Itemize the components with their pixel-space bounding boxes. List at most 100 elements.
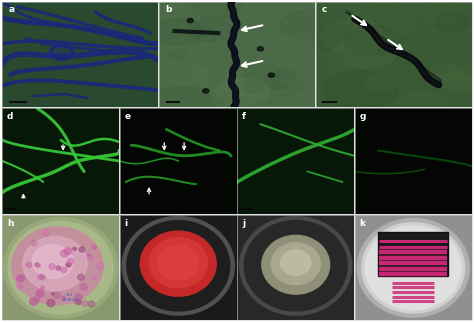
Circle shape bbox=[43, 230, 49, 236]
Circle shape bbox=[38, 274, 44, 279]
Circle shape bbox=[52, 46, 71, 58]
Circle shape bbox=[80, 284, 87, 290]
Ellipse shape bbox=[347, 3, 418, 39]
Ellipse shape bbox=[421, 2, 463, 23]
Ellipse shape bbox=[140, 231, 216, 296]
Ellipse shape bbox=[296, 30, 347, 56]
Ellipse shape bbox=[271, 243, 320, 285]
Ellipse shape bbox=[242, 64, 283, 84]
Text: SS1
26/4/04: SS1 26/4/04 bbox=[62, 293, 78, 302]
Ellipse shape bbox=[395, 92, 447, 118]
Ellipse shape bbox=[3, 217, 118, 318]
Ellipse shape bbox=[275, 70, 295, 80]
Ellipse shape bbox=[440, 67, 474, 93]
Ellipse shape bbox=[32, 245, 73, 279]
Text: f: f bbox=[242, 112, 246, 121]
Ellipse shape bbox=[240, 85, 269, 99]
Text: k: k bbox=[359, 219, 365, 228]
Circle shape bbox=[88, 301, 95, 307]
Ellipse shape bbox=[324, 71, 398, 109]
Ellipse shape bbox=[155, 86, 211, 115]
Circle shape bbox=[52, 293, 55, 295]
Circle shape bbox=[79, 247, 85, 252]
Ellipse shape bbox=[281, 10, 340, 40]
Circle shape bbox=[61, 250, 69, 257]
Ellipse shape bbox=[240, 216, 352, 315]
Circle shape bbox=[29, 298, 37, 305]
Ellipse shape bbox=[218, 43, 254, 61]
Circle shape bbox=[74, 294, 82, 301]
Text: h: h bbox=[7, 219, 14, 228]
Circle shape bbox=[88, 254, 90, 257]
Text: a: a bbox=[9, 5, 15, 14]
Circle shape bbox=[61, 268, 67, 273]
Circle shape bbox=[33, 297, 40, 303]
Circle shape bbox=[37, 264, 40, 267]
Text: g: g bbox=[359, 112, 366, 121]
Ellipse shape bbox=[272, 82, 287, 90]
Circle shape bbox=[82, 301, 88, 307]
Ellipse shape bbox=[344, 25, 402, 55]
Circle shape bbox=[35, 263, 39, 267]
Circle shape bbox=[64, 248, 72, 254]
Ellipse shape bbox=[291, 91, 315, 104]
Ellipse shape bbox=[23, 236, 87, 291]
Ellipse shape bbox=[187, 19, 232, 42]
Circle shape bbox=[77, 300, 81, 304]
Ellipse shape bbox=[149, 237, 208, 288]
Ellipse shape bbox=[122, 216, 234, 315]
Circle shape bbox=[78, 274, 84, 280]
Ellipse shape bbox=[217, 78, 270, 105]
Ellipse shape bbox=[169, 50, 187, 59]
Circle shape bbox=[49, 264, 55, 270]
Text: i: i bbox=[125, 219, 128, 228]
Circle shape bbox=[93, 276, 96, 279]
Circle shape bbox=[54, 292, 60, 298]
Circle shape bbox=[97, 263, 104, 269]
Ellipse shape bbox=[8, 222, 113, 314]
Circle shape bbox=[47, 299, 55, 307]
Circle shape bbox=[67, 259, 73, 264]
Circle shape bbox=[203, 89, 209, 93]
Ellipse shape bbox=[428, 64, 464, 82]
Ellipse shape bbox=[434, 14, 469, 31]
Ellipse shape bbox=[322, 47, 387, 80]
Ellipse shape bbox=[357, 219, 469, 317]
Ellipse shape bbox=[365, 75, 396, 91]
Circle shape bbox=[73, 247, 76, 250]
Text: e: e bbox=[125, 112, 131, 121]
Circle shape bbox=[257, 47, 264, 51]
Ellipse shape bbox=[152, 19, 203, 45]
Circle shape bbox=[187, 18, 193, 23]
Text: b: b bbox=[165, 5, 172, 14]
Bar bbox=[378, 232, 448, 276]
Text: j: j bbox=[242, 219, 245, 228]
Text: d: d bbox=[7, 112, 13, 121]
Circle shape bbox=[268, 73, 274, 77]
Ellipse shape bbox=[278, 33, 309, 49]
Circle shape bbox=[92, 245, 97, 249]
Circle shape bbox=[17, 284, 23, 289]
Circle shape bbox=[31, 241, 36, 245]
Ellipse shape bbox=[127, 221, 229, 311]
Ellipse shape bbox=[300, 29, 341, 50]
Ellipse shape bbox=[263, 21, 282, 31]
Ellipse shape bbox=[245, 84, 263, 93]
Circle shape bbox=[41, 286, 45, 290]
Ellipse shape bbox=[441, 73, 474, 90]
Ellipse shape bbox=[158, 245, 199, 280]
Circle shape bbox=[62, 296, 65, 299]
Ellipse shape bbox=[262, 76, 301, 96]
Circle shape bbox=[66, 263, 71, 267]
Circle shape bbox=[17, 275, 25, 282]
Ellipse shape bbox=[262, 235, 329, 294]
Ellipse shape bbox=[192, 64, 247, 92]
Ellipse shape bbox=[335, 36, 397, 68]
Ellipse shape bbox=[321, 20, 386, 52]
Ellipse shape bbox=[281, 250, 311, 275]
Circle shape bbox=[26, 262, 32, 267]
Ellipse shape bbox=[245, 221, 347, 311]
Circle shape bbox=[89, 256, 93, 259]
Circle shape bbox=[56, 266, 61, 270]
Ellipse shape bbox=[167, 64, 208, 85]
